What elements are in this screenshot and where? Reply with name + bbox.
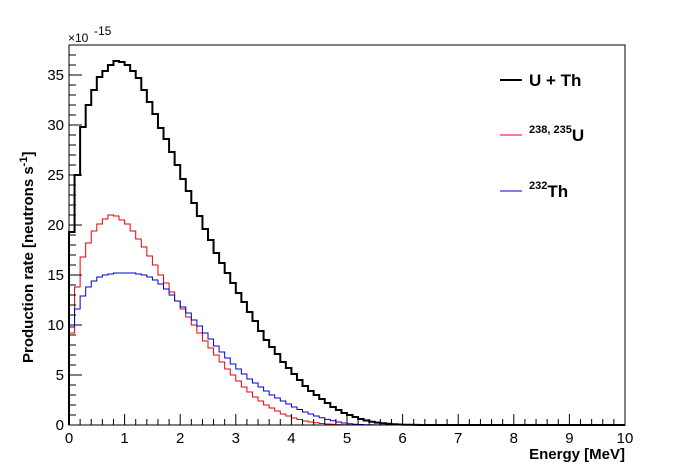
x-tick-label: 1	[120, 430, 128, 447]
y-tick-label: 10	[47, 317, 64, 334]
x-tick-label: 5	[343, 430, 351, 447]
y-multiplier-base: ×10	[68, 31, 89, 45]
x-tick-label: 0	[65, 430, 73, 447]
x-axis-title: Energy [MeV]	[529, 446, 625, 463]
legend-label-u: 238, 235U	[529, 124, 584, 145]
x-tick-label: 9	[565, 430, 573, 447]
y-axis: 0 5 10 15 20 25 30 35	[47, 54, 82, 434]
y-tick-label: 0	[56, 417, 64, 434]
x-tick-label: 2	[176, 430, 184, 447]
y-tick-label: 25	[47, 167, 64, 184]
legend-main: U	[572, 126, 584, 145]
y-tick-label: 20	[47, 217, 64, 234]
x-tick-label: 6	[398, 430, 406, 447]
legend-sup: 238, 235	[529, 124, 572, 136]
y-axis-title-sup: -1	[18, 157, 30, 167]
legend-label-uth: U + Th	[529, 71, 581, 90]
x-tick-label: 7	[454, 430, 462, 447]
y-tick-label: 30	[47, 117, 64, 134]
y-multiplier: ×10 -15	[68, 24, 112, 45]
legend-sup: 232	[529, 180, 547, 192]
y-axis-title-end: ]	[20, 152, 37, 157]
y-multiplier-exponent: -15	[94, 24, 112, 38]
y-axis-title-main: Production rate [neutrons s	[20, 166, 37, 363]
x-axis: 0 1 2 3 4 5 6 7 8 9 10	[65, 414, 634, 447]
x-tick-label: 3	[232, 430, 240, 447]
legend: U + Th 238, 235U 232Th	[500, 71, 584, 201]
y-tick-label: 5	[56, 367, 64, 384]
y-tick-label: 35	[47, 67, 64, 84]
y-axis-title: Production rate [neutrons s-1]	[18, 152, 37, 363]
legend-main: Th	[547, 182, 568, 201]
x-tick-label: 8	[510, 430, 518, 447]
legend-label-th: 232Th	[529, 180, 568, 201]
x-tick-label: 4	[287, 430, 295, 447]
x-tick-label: 10	[617, 430, 634, 447]
y-tick-label: 15	[47, 267, 64, 284]
